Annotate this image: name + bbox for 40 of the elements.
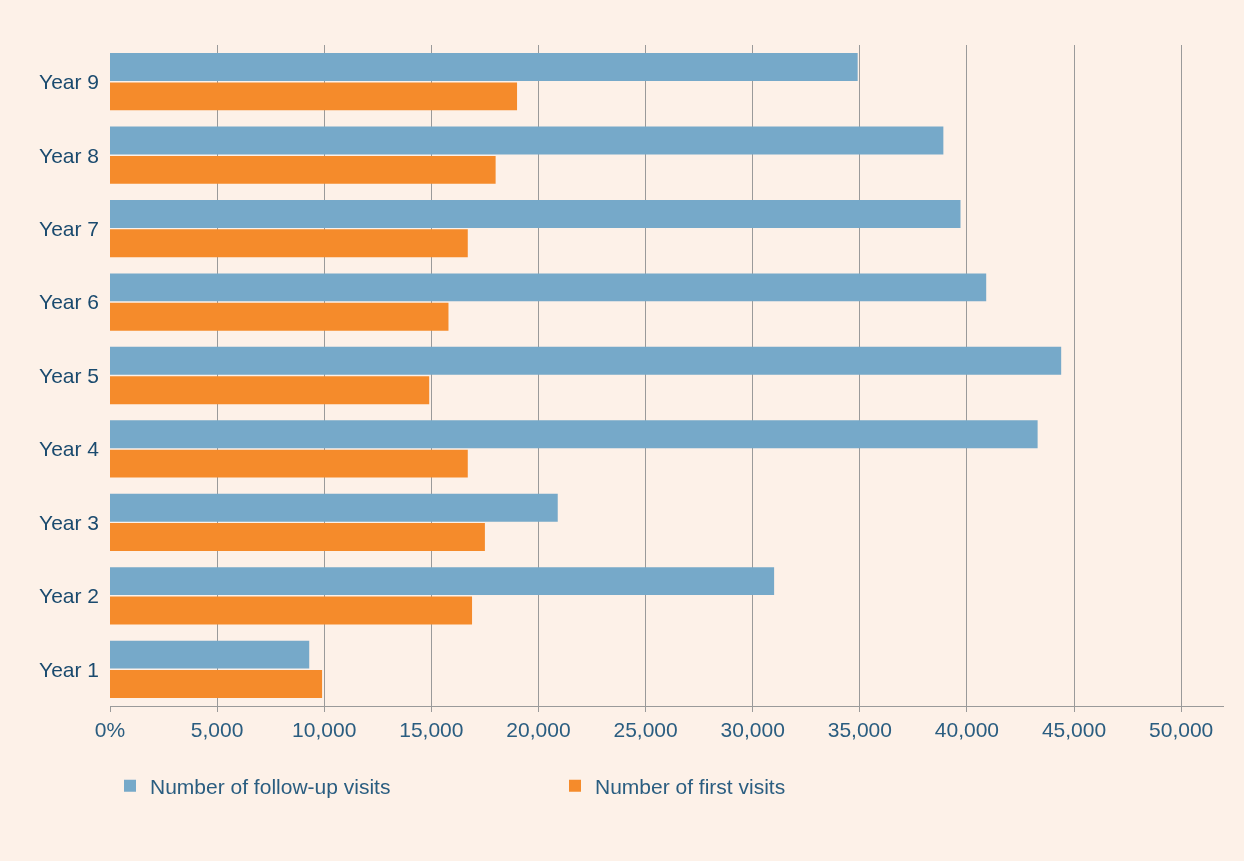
x-tick-label: 35,000 bbox=[827, 718, 892, 742]
x-tick-label: 10,000 bbox=[292, 718, 357, 742]
y-tick-label: Year 2 bbox=[39, 584, 99, 608]
y-tick-label: Year 8 bbox=[39, 143, 99, 167]
y-tick-label: Year 4 bbox=[39, 437, 100, 461]
y-tick-label: Year 5 bbox=[39, 363, 99, 387]
y-tick-label: Year 9 bbox=[39, 70, 99, 94]
bar bbox=[110, 596, 473, 625]
bar bbox=[110, 53, 858, 81]
x-tick-label: 50,000 bbox=[1149, 718, 1214, 742]
bar bbox=[110, 302, 449, 331]
bar bbox=[110, 155, 496, 184]
y-tick-label: Year 7 bbox=[39, 216, 99, 240]
bar bbox=[110, 126, 944, 155]
bar bbox=[110, 670, 323, 698]
bar bbox=[110, 229, 468, 258]
legend-label: Number of first visits bbox=[595, 774, 786, 798]
bar bbox=[110, 420, 1038, 449]
x-tick-label: 0% bbox=[94, 718, 126, 742]
y-tick-label: Year 3 bbox=[39, 510, 99, 534]
x-tick-label: 20,000 bbox=[506, 718, 571, 742]
bar bbox=[110, 82, 518, 111]
bar bbox=[110, 449, 468, 478]
x-tick-label: 40,000 bbox=[934, 718, 1000, 742]
bar bbox=[110, 376, 430, 405]
bar bbox=[110, 346, 1062, 375]
bar bbox=[110, 199, 961, 228]
y-tick-label: Year 6 bbox=[39, 290, 99, 314]
x-tick-label: 30,000 bbox=[720, 718, 785, 742]
bar bbox=[110, 567, 775, 596]
bar bbox=[110, 523, 485, 552]
x-tick-label: 15,000 bbox=[399, 718, 464, 742]
bar bbox=[110, 640, 310, 669]
bar bbox=[110, 273, 987, 302]
x-tick-label: 25,000 bbox=[613, 718, 678, 742]
legend-label: Number of follow-up visits bbox=[150, 774, 391, 798]
x-tick-label: 5,000 bbox=[190, 718, 244, 742]
y-tick-label: Year 1 bbox=[39, 657, 99, 681]
bar bbox=[110, 493, 558, 522]
x-tick-label: 45,000 bbox=[1041, 718, 1107, 742]
